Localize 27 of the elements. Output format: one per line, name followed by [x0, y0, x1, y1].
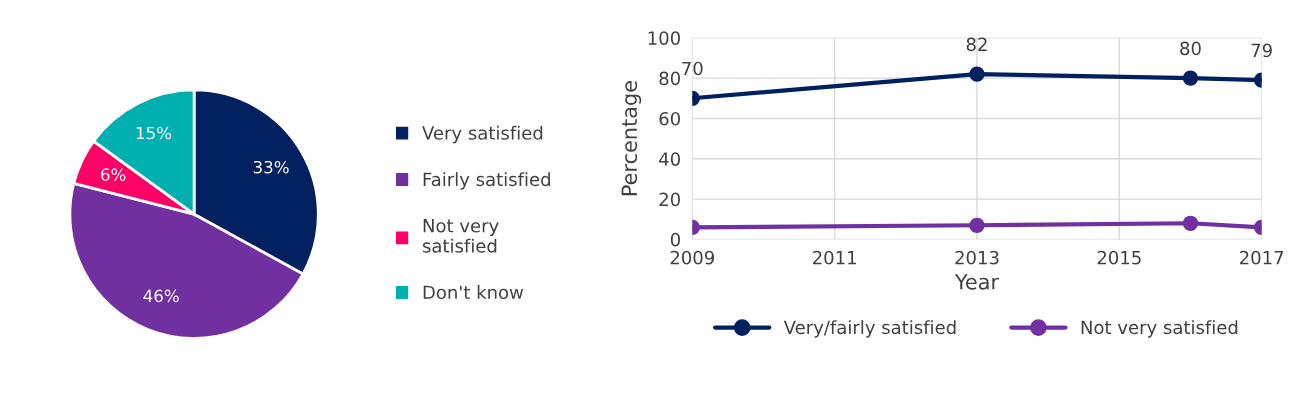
data-label: 70	[682, 61, 703, 76]
data-label: 6%	[101, 168, 126, 181]
y-tick-label: 100	[648, 31, 680, 45]
data-label: 82	[966, 37, 987, 52]
y-axis-title: Percentage	[621, 81, 642, 196]
x-tick-label: 2015	[1097, 250, 1141, 265]
y-tick-label: 80	[659, 71, 680, 86]
data-label: 79	[1251, 43, 1272, 58]
data-label: 80	[1180, 41, 1201, 56]
x-tick-label: 2011	[812, 250, 856, 265]
legend-label: Fairly satisfied	[423, 172, 550, 190]
legend-label: Not very satisfied	[422, 219, 499, 253]
x-axis-title: Year	[954, 274, 1000, 290]
legend-label: Very satisfied	[422, 125, 543, 144]
x-tick-label: 2013	[955, 250, 999, 265]
y-tick-label: 40	[659, 152, 680, 166]
y-tick-label: 0	[670, 232, 680, 247]
x-tick-label: 2009	[670, 250, 714, 265]
data-label: 46%	[143, 289, 179, 303]
legend-label: Not very satisfied	[1081, 320, 1238, 338]
data-label: 15%	[136, 126, 172, 140]
y-tick-label: 20	[659, 192, 680, 207]
data-label: 33%	[253, 160, 289, 174]
y-tick-label: 60	[659, 111, 680, 126]
legend-label: Don't know	[423, 285, 524, 300]
x-tick-label: 2017	[1240, 250, 1284, 265]
legend-label: Very/fairly satisfied	[783, 320, 956, 338]
